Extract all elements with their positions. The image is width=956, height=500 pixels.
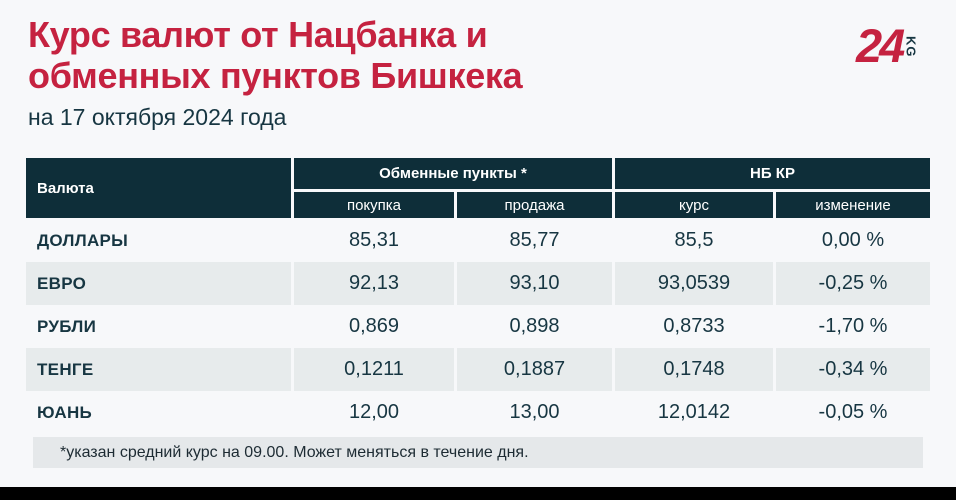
buy-value: 0,1211 bbox=[294, 348, 454, 391]
currency-rates-table: Валюта Обменные пункты * НБ КР покупка п… bbox=[26, 158, 930, 468]
sell-value: 0,898 bbox=[509, 315, 560, 337]
table-row-rubles: РУБЛИ 0,869 0,898 0,8733 -1,70 % bbox=[26, 305, 930, 348]
buy-value: 92,13 bbox=[294, 262, 454, 305]
table-footnote: *указан средний курс на 09.00. Может мен… bbox=[33, 437, 923, 468]
header-rate: курс bbox=[615, 192, 773, 218]
sell-value: 0,1887 bbox=[457, 348, 612, 391]
rate-value: 85,5 bbox=[674, 229, 714, 251]
header-buy: покупка bbox=[294, 192, 454, 218]
date-subtitle: на 17 октября 2024 года bbox=[28, 104, 287, 130]
buy-value: 0,869 bbox=[348, 315, 400, 337]
table-row-yuan: ЮАНЬ 12,00 13,00 12,0142 -0,05 % bbox=[26, 391, 930, 434]
logo-24-icon: 24 bbox=[856, 19, 905, 72]
bottom-black-bar bbox=[0, 487, 956, 500]
header-sell: продажа bbox=[457, 192, 612, 218]
rate-value: 12,0142 bbox=[657, 401, 731, 423]
header-group-nbkr: НБ КР bbox=[615, 158, 930, 189]
table-row-euro: ЕВРО 92,13 93,10 93,0539 -0,25 % bbox=[26, 262, 930, 305]
sell-value: 93,10 bbox=[457, 262, 612, 305]
change-value: -0,34 % bbox=[776, 348, 930, 391]
table-row-tenge: ТЕНГЕ 0,1211 0,1887 0,1748 -0,34 % bbox=[26, 348, 930, 391]
rate-value: 0,1748 bbox=[615, 348, 773, 391]
currency-name: ЕВРО bbox=[26, 262, 291, 305]
table-body: ДОЛЛАРЫ 85,31 85,77 85,5 0,00 % ЕВРО 92,… bbox=[26, 219, 930, 434]
currency-name: ДОЛЛАРЫ bbox=[37, 230, 129, 250]
change-value: 0,00 % bbox=[821, 229, 885, 251]
rate-value: 93,0539 bbox=[615, 262, 773, 305]
page-title-line2: обменных пунктов Бишкека bbox=[28, 55, 523, 96]
logo-kg-label: KG bbox=[903, 36, 919, 58]
currency-name: ЮАНЬ bbox=[37, 402, 93, 422]
change-value: -1,70 % bbox=[818, 315, 888, 337]
change-value: -0,05 % bbox=[818, 401, 888, 423]
sell-value: 13,00 bbox=[509, 401, 560, 423]
header-group-exchange-offices: Обменные пункты * bbox=[294, 158, 612, 189]
buy-value: 85,31 bbox=[348, 229, 400, 251]
currency-name: РУБЛИ bbox=[37, 316, 97, 336]
buy-value: 12,00 bbox=[348, 401, 400, 423]
change-value: -0,25 % bbox=[776, 262, 930, 305]
table-row-dollars: ДОЛЛАРЫ 85,31 85,77 85,5 0,00 % bbox=[26, 219, 930, 262]
table-header: Валюта Обменные пункты * НБ КР покупка п… bbox=[26, 158, 930, 218]
currency-name: ТЕНГЕ bbox=[26, 348, 291, 391]
header-change: изменение bbox=[776, 192, 930, 218]
page-title-line1: Курс валют от Нацбанка и bbox=[28, 14, 488, 55]
logo-24kg: 24 KG bbox=[856, 22, 918, 69]
header-currency: Валюта bbox=[26, 158, 291, 218]
sell-value: 85,77 bbox=[509, 229, 560, 251]
rate-value: 0,8733 bbox=[663, 315, 725, 337]
page-title: Курс валют от Нацбанка и обменных пункто… bbox=[28, 14, 523, 96]
